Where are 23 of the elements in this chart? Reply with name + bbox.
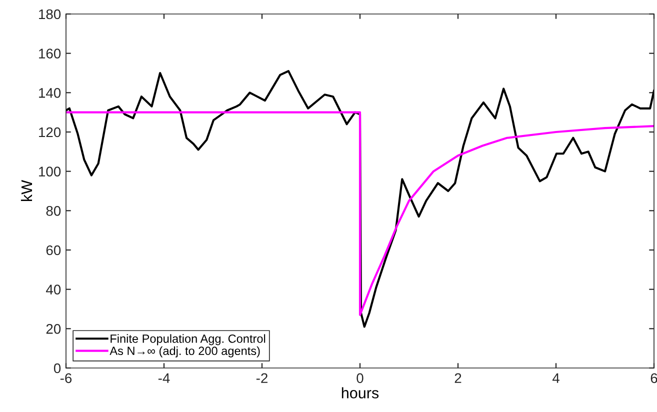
- y-axis-title: kW: [20, 180, 32, 201]
- x-tick-label: 6: [650, 373, 657, 384]
- y-tick-label: 0: [54, 363, 61, 374]
- y-tick-label: 40: [46, 284, 61, 295]
- legend-label: Finite Population Agg. Control: [110, 334, 266, 346]
- y-tick-label: 100: [39, 166, 61, 177]
- x-axis-title: hours: [342, 387, 379, 398]
- line-series: [66, 111, 654, 316]
- line-series: [66, 70, 654, 328]
- y-tick-label: 20: [46, 324, 61, 334]
- y-tick-label: 140: [39, 88, 61, 98]
- x-tick-label: -2: [256, 373, 268, 383]
- x-tick-label: 2: [454, 373, 462, 383]
- x-tick-label: -6: [60, 373, 72, 384]
- y-tick-label: 180: [39, 9, 61, 20]
- y-tick-label: 160: [39, 48, 61, 59]
- y-tick-label: 120: [39, 127, 61, 138]
- x-tick-label: 4: [552, 373, 560, 383]
- legend-label: As N→∞ (adj. to 200 agents): [110, 346, 260, 358]
- x-tick-label: -4: [158, 373, 170, 383]
- x-tick-label: 0: [356, 373, 364, 384]
- y-tick-label: 80: [46, 206, 61, 216]
- y-tick-label: 60: [46, 245, 61, 256]
